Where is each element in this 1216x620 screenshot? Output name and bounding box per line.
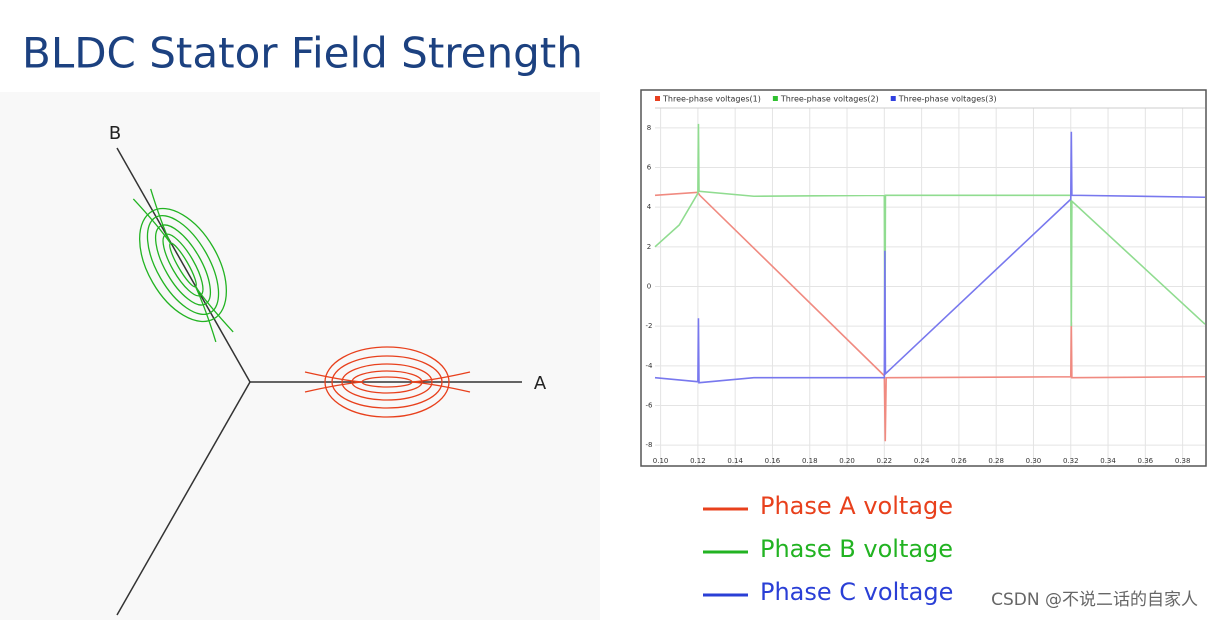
y-tick-label: 2 [647, 243, 651, 251]
x-tick-label: 0.14 [727, 457, 743, 465]
legend-swatch [890, 96, 896, 101]
chart: 0.10 0.12 0.14 0.16 0.18 0.20 0.22 0.24 0.26 0.28… [646, 95, 1206, 465]
x-tick-label: 0.32 [1063, 457, 1079, 465]
watermark: CSDN @不说二话的自家人 [991, 590, 1198, 610]
y-tick-label: -2 [646, 322, 653, 330]
x-tick-label: 0.38 [1175, 457, 1191, 465]
caption-label: Phase A voltage [760, 492, 953, 520]
y-tick-label: 8 [647, 124, 651, 132]
legend-swatch [655, 96, 660, 101]
legend-label: Three-phase voltages(2) [780, 95, 879, 104]
x-tick-label: 0.28 [988, 457, 1004, 465]
caption-label: Phase B voltage [760, 535, 953, 563]
y-tick-label: 0 [647, 283, 651, 291]
field-b [132, 188, 234, 343]
axis-c [116, 381, 251, 616]
y-tick-label: -8 [646, 441, 653, 449]
stator-diagram: B A [109, 123, 547, 616]
series-line [654, 191, 1206, 442]
x-tick-label: 0.26 [951, 457, 967, 465]
axis-b [116, 147, 251, 383]
series-line [654, 131, 1206, 384]
field-a [304, 346, 471, 418]
x-tick-label: 0.10 [653, 457, 669, 465]
y-tick-label: -6 [646, 402, 654, 410]
x-tick-label: 0.36 [1138, 457, 1154, 465]
slide-title: BLDC Stator Field Strength [22, 29, 583, 78]
x-tick-label: 0.18 [802, 457, 818, 465]
legend-label: Three-phase voltages(1) [662, 95, 761, 104]
caption-label: Phase C voltage [760, 578, 953, 606]
x-tick-label: 0.30 [1026, 457, 1042, 465]
diagram-panel [0, 92, 600, 620]
x-tick-label: 0.22 [877, 457, 893, 465]
legend-swatch [772, 96, 778, 101]
legend-caption: Phase A voltage Phase B voltage Phase C vo… [703, 492, 953, 606]
y-tick-label: 6 [647, 164, 652, 172]
axis-label: B [109, 123, 121, 144]
axis-label: A [534, 373, 547, 394]
chart-frame [640, 89, 1207, 467]
legend-label: Three-phase voltages(3) [898, 95, 997, 104]
x-tick-label: 0.16 [765, 457, 781, 465]
y-tick-label: 4 [647, 203, 652, 211]
y-tick-label: -4 [646, 362, 654, 370]
x-tick-label: 0.20 [839, 457, 855, 465]
x-tick-label: 0.24 [914, 457, 930, 465]
x-tick-label: 0.12 [690, 457, 706, 465]
x-tick-label: 0.34 [1100, 457, 1116, 465]
